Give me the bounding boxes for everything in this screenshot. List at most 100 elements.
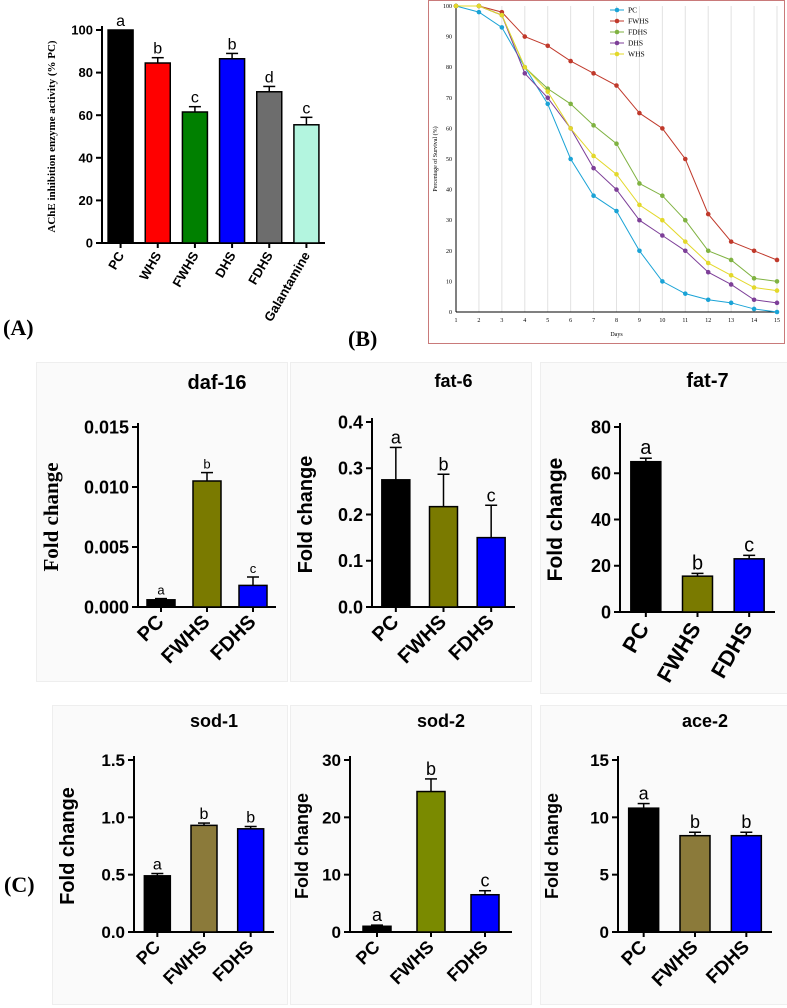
ache-bar-chart: 0 20 40 60 80 100 AChE inhibition enzyme activ… [46,13,325,324]
data-point-fdhs [660,193,665,199]
category-label: WHS [136,249,164,283]
bar-fdhs [730,834,763,933]
data-point-pc [660,279,665,284]
category-label: PC [617,618,654,657]
y-tick-label: 80 [79,65,93,80]
y-tick-label: 100 [443,4,452,10]
x-tick-label: 7 [592,318,595,324]
y-axis-label: AChE inhibition enzyme activity (% PC) [46,40,58,233]
x-axis-label: Days [610,332,623,338]
x-tick-label: 6 [569,318,572,324]
ace2-chart: ace-2 0 5 10 15 Fold change a PC b FWHS b FDHS [540,705,787,1003]
y-tick-label: 20 [79,193,93,208]
x-tick-label: 4 [523,318,526,324]
y-tick-label: 60 [591,464,611,484]
data-point-whs [660,217,665,223]
x-tick-label: 5 [546,318,549,324]
y-tick-label: 50 [446,157,452,163]
significance-letter: a [391,427,402,447]
x-tick-label: 1 [455,318,458,324]
y-tick-label: 0.0 [101,923,125,942]
data-point-whs [591,153,596,159]
bar-dhs [218,58,246,244]
y-tick-label: 0.0 [338,597,363,617]
data-point-pc [591,193,596,199]
y-axis-label: Percentage of Survival (%) [432,126,439,191]
data-point-whs [774,288,780,293]
sod1-chart: sod-1 0.0 0.5 1.0 1.5 Fold change a PC b FWHS b FDH… [52,705,286,1003]
data-point-dhs [728,282,734,287]
fat7-panel-bg [540,362,787,694]
bar-fdhs [470,893,500,933]
bar-pc [630,460,662,613]
y-tick-label: 90 [446,35,452,41]
chart-title: fat-6 [434,371,472,391]
bar-galantamine [293,124,320,244]
data-point-whs [751,285,757,290]
bar-pc [381,479,411,608]
x-tick-label: 3 [500,318,503,324]
panel-b-survival-chart: 1 2 3 4 5 6 7 8 9 10 11 12 13 14 15 0 10 20 30 40 50 60 70 80 90… [428,0,785,345]
significance-letter: d [265,69,274,86]
x-tick-label: 9 [638,318,641,324]
data-point-fwhs [614,83,619,88]
legend-label: WHS [628,50,645,59]
data-point-dhs [705,269,711,275]
data-point-pc [568,156,573,162]
bar-whs [144,62,171,244]
y-tick-label: 10 [322,866,341,885]
y-tick-label: 40 [79,150,93,165]
chart-title: sod-2 [417,711,465,731]
significance-letter: a [153,857,162,874]
legend-swatch-marker [614,40,620,46]
bar-pc [362,925,392,933]
category-label: FWHS [159,937,211,989]
bar-pc [627,807,660,933]
data-point-pc [728,300,734,306]
bar-fwhs [428,505,459,608]
data-point-fwhs [705,211,711,217]
significance-letter: a [640,437,652,459]
y-tick-label: 0.2 [338,505,363,525]
data-point-fdhs [591,123,596,128]
daf16-panel-bg [36,362,288,682]
y-tick-label: 0.3 [338,459,363,479]
data-point-pc [637,248,642,254]
significance-letter: b [200,806,209,823]
data-point-dhs [682,248,688,254]
y-tick-label: 0 [601,602,611,622]
significance-letter: b [153,41,162,58]
data-point-pc [751,306,757,312]
x-tick-label: 15 [774,318,780,324]
category-label: PC [133,611,168,646]
data-point-fdhs [728,257,734,263]
y-tick-label: 0.010 [84,477,129,497]
y-axis-label: Fold change [57,787,79,905]
y-tick-label: 0 [449,310,452,316]
category-label: FWHS [652,618,706,687]
data-point-fdhs [705,248,711,254]
bar-fwhs [192,480,222,608]
y-axis-label: Fold change [39,462,63,571]
y-tick-label: 100 [71,23,93,38]
significance-letter: c [250,561,257,576]
data-point-whs [545,89,551,94]
data-point-pc [774,309,780,315]
category-label: FDHS [445,611,499,665]
data-point-pc [682,291,688,296]
significance-letter: c [302,100,310,117]
plot-frame [428,0,785,344]
category-label: FWHS [386,937,438,989]
category-label: PC [132,937,164,969]
legend-label: DHS [628,39,643,48]
bar-fdhs [236,828,265,933]
category-label: FDHS [443,937,492,986]
y-tick-label: 10 [446,279,452,285]
x-tick-label: 8 [615,318,618,324]
y-tick-label: 60 [446,126,452,132]
data-point-fwhs [591,71,596,76]
data-point-whs [705,260,711,266]
data-point-whs [568,126,573,131]
significance-letter: b [203,457,210,472]
fat6-bar-chart: fat-6 0.0 0.1 0.2 0.3 0.4 Fold change a PC b FWHS c… [295,371,515,668]
